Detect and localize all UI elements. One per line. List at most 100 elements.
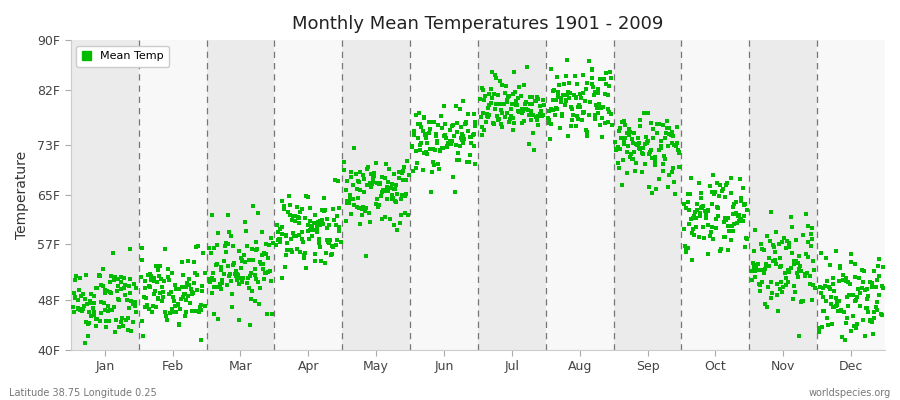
Point <box>871 256 886 262</box>
Point <box>734 217 749 223</box>
Point <box>147 278 161 284</box>
Point <box>448 103 463 109</box>
Point <box>168 308 183 315</box>
Point <box>94 282 109 288</box>
Point <box>560 92 574 98</box>
Point <box>862 317 877 324</box>
Point <box>814 290 829 296</box>
Point <box>260 311 274 317</box>
Point <box>105 250 120 256</box>
Point <box>461 111 475 117</box>
Point <box>259 251 274 258</box>
Point <box>167 282 182 288</box>
Point <box>250 246 265 252</box>
Point <box>225 291 239 298</box>
Point <box>434 113 448 120</box>
Point <box>414 124 428 130</box>
Point <box>791 259 806 266</box>
Point <box>590 110 605 116</box>
Point <box>281 208 295 215</box>
Point <box>431 122 446 128</box>
Point <box>419 134 434 141</box>
Point <box>428 119 442 125</box>
Point <box>778 270 792 276</box>
Point <box>602 83 616 90</box>
Point <box>454 124 468 130</box>
Point <box>618 134 633 141</box>
Point <box>194 307 208 314</box>
Point <box>755 267 770 273</box>
Point <box>424 119 438 126</box>
Point <box>627 149 642 156</box>
Point <box>250 278 265 285</box>
Point <box>256 276 271 282</box>
Point <box>562 80 576 86</box>
Point <box>534 108 548 115</box>
Point <box>597 76 611 82</box>
Point <box>598 70 613 76</box>
Point <box>325 251 339 257</box>
Point <box>509 98 524 104</box>
Point <box>491 117 505 124</box>
Point <box>547 87 562 93</box>
Bar <box>71 40 139 350</box>
Point <box>812 328 826 335</box>
Point <box>636 110 651 116</box>
Point <box>405 144 419 150</box>
Point <box>420 140 435 146</box>
Point <box>770 281 785 288</box>
Point <box>740 207 754 214</box>
Point <box>81 321 95 328</box>
Point <box>768 257 782 263</box>
Point <box>248 272 262 278</box>
Point <box>620 149 634 156</box>
Point <box>292 215 306 221</box>
Point <box>850 286 865 292</box>
Point <box>504 106 518 112</box>
Point <box>621 143 635 149</box>
Point <box>740 236 754 242</box>
Point <box>111 283 125 290</box>
Point <box>670 124 684 130</box>
Point <box>775 239 789 246</box>
Point <box>629 142 643 148</box>
Point <box>562 90 577 97</box>
Point <box>495 82 509 88</box>
Point <box>825 275 840 281</box>
Point <box>413 140 428 146</box>
Point <box>547 112 562 118</box>
Point <box>207 284 221 291</box>
Point <box>683 191 698 197</box>
Point <box>90 285 104 291</box>
Point <box>732 218 746 225</box>
Point <box>128 302 142 309</box>
Point <box>466 131 481 138</box>
Point <box>352 168 366 175</box>
Point <box>515 110 529 116</box>
Point <box>576 72 590 78</box>
Point <box>611 128 625 134</box>
Point <box>94 298 108 305</box>
Point <box>720 180 734 186</box>
Point <box>648 158 662 165</box>
Point <box>261 255 275 262</box>
Point <box>584 75 598 82</box>
Point <box>570 81 584 88</box>
Point <box>245 288 259 294</box>
Point <box>648 156 662 163</box>
Point <box>600 92 615 98</box>
Point <box>202 276 216 283</box>
Point <box>152 273 166 279</box>
Point <box>135 256 149 263</box>
Point <box>388 198 402 204</box>
Point <box>789 237 804 243</box>
Point <box>325 243 339 249</box>
Point <box>364 184 378 190</box>
Point <box>819 298 833 304</box>
Point <box>376 187 391 193</box>
Point <box>784 214 798 220</box>
Point <box>614 135 628 142</box>
Point <box>852 303 867 309</box>
Point <box>770 292 784 298</box>
Point <box>787 258 801 264</box>
